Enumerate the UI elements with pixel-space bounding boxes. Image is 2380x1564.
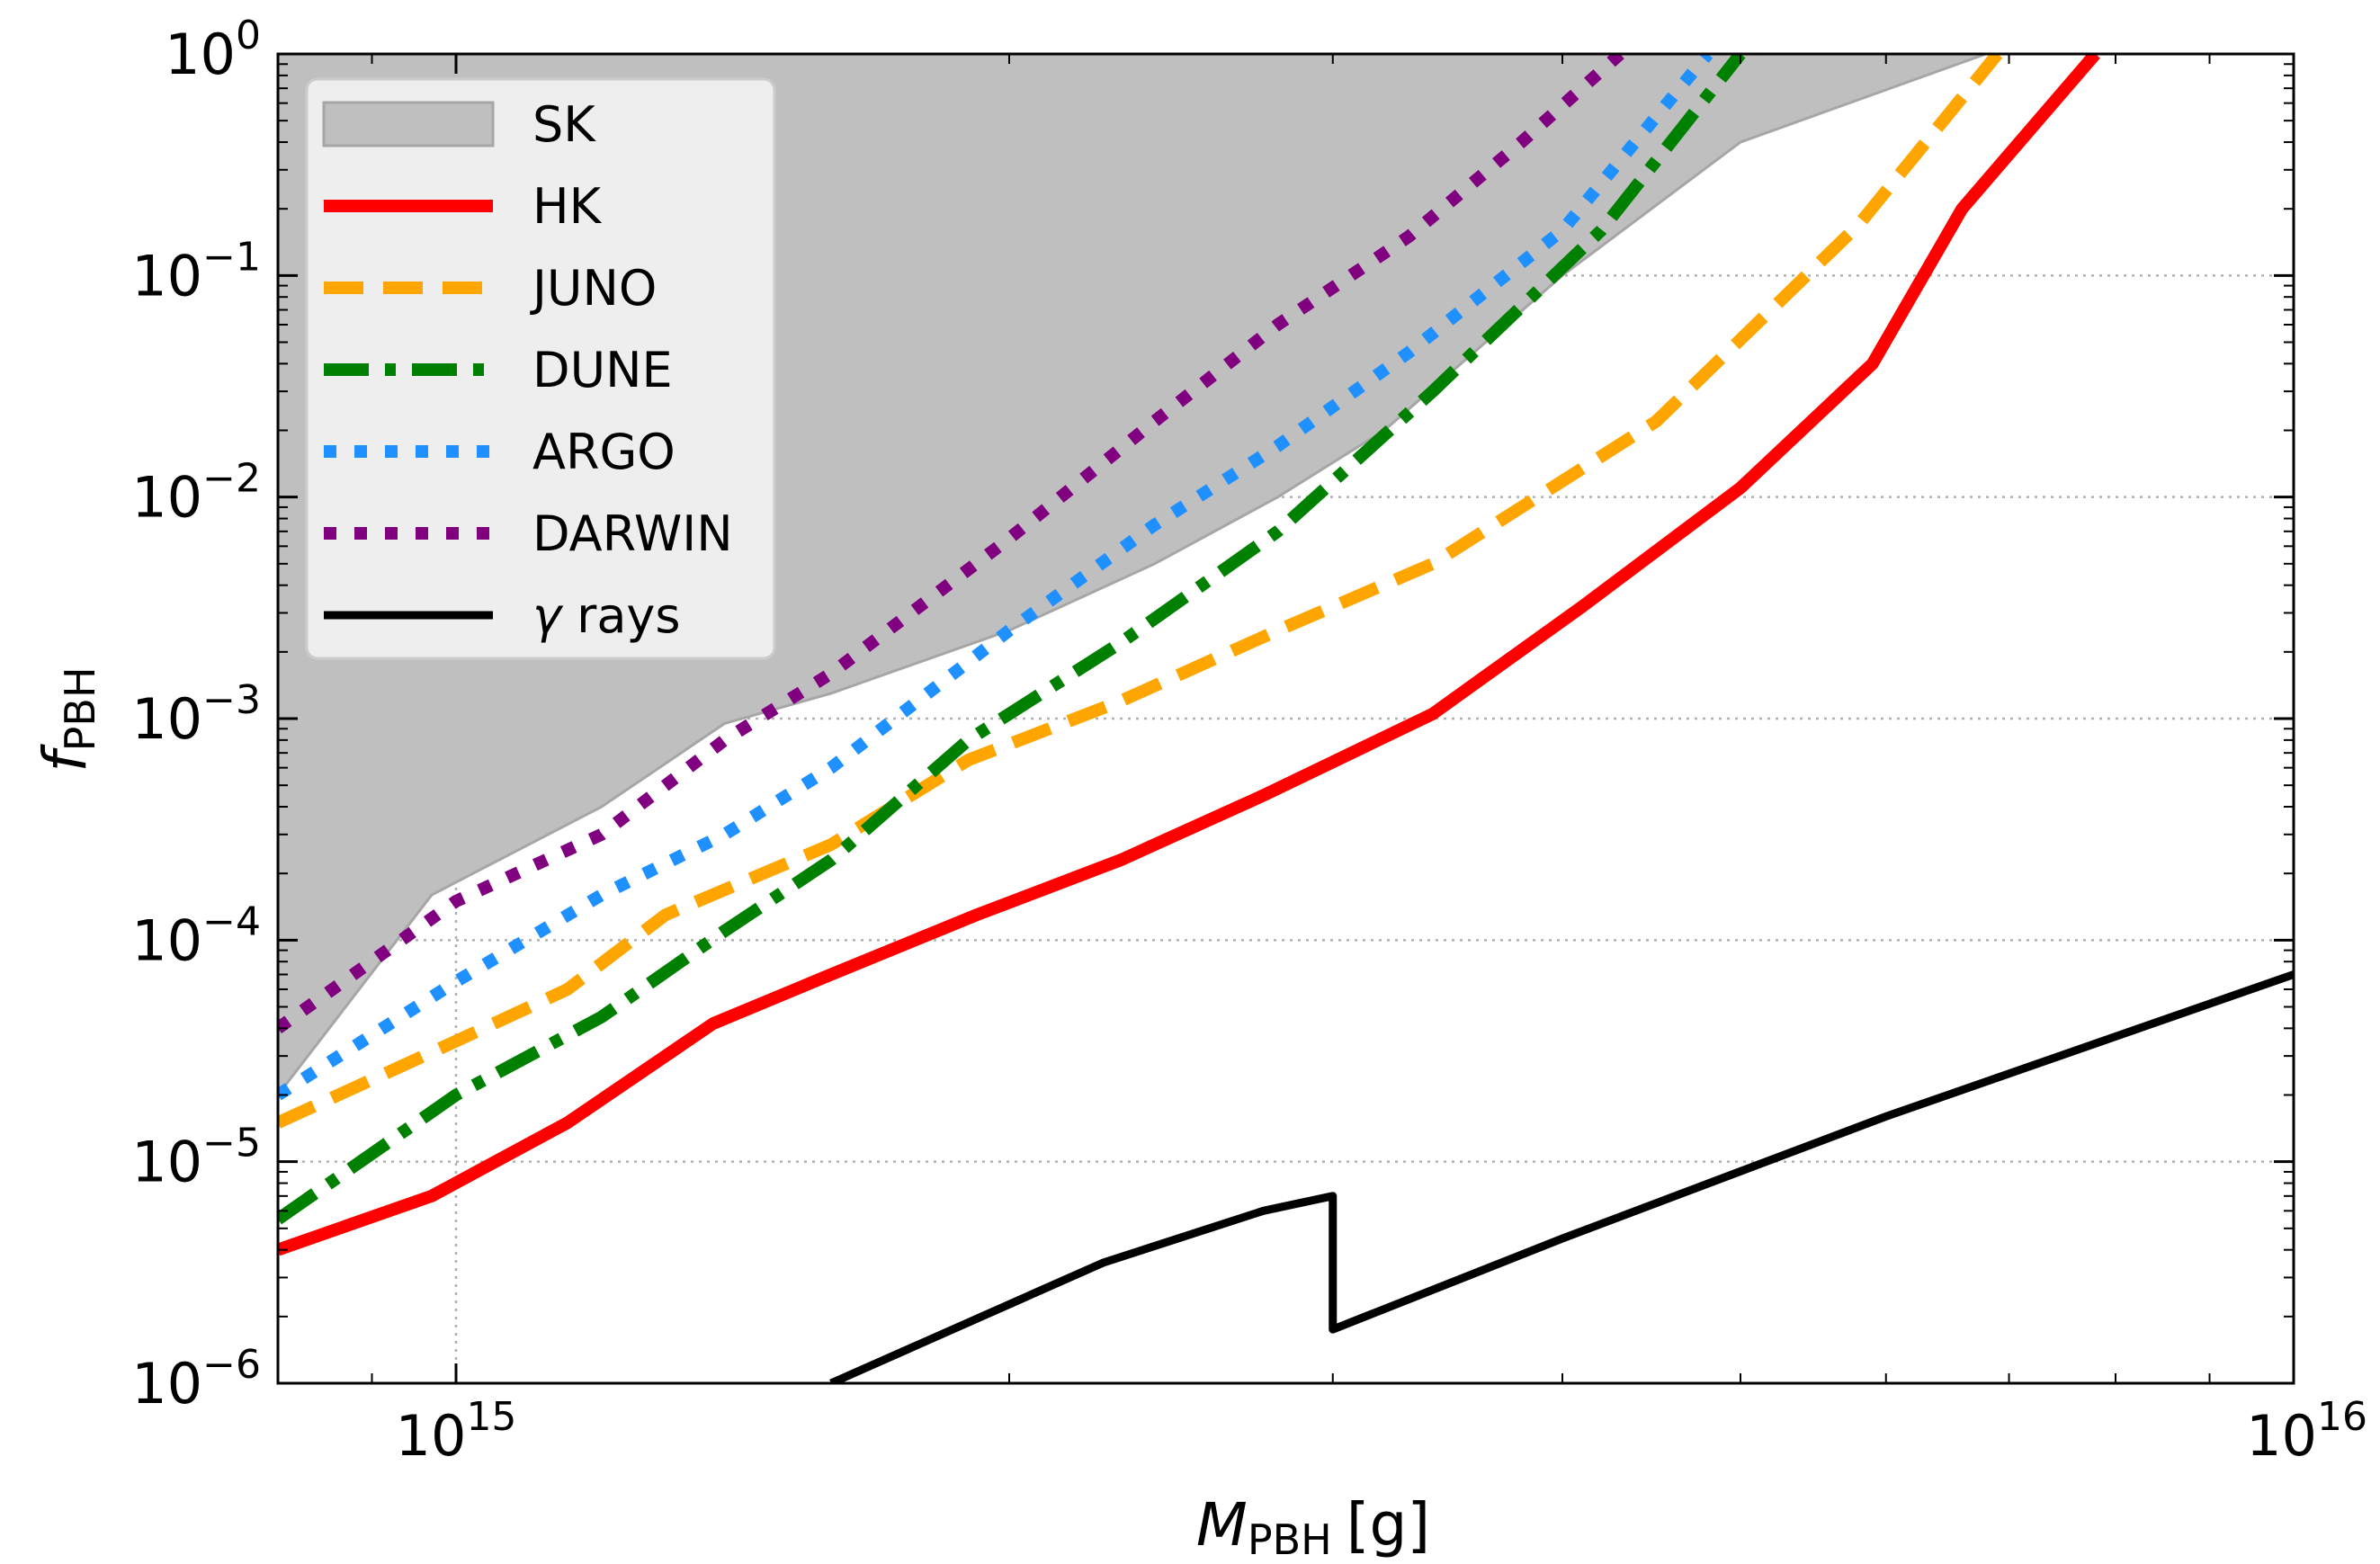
series-rays-line: [829, 970, 2294, 1383]
y-tick-label-1: 10−1: [131, 234, 261, 308]
legend-swatch-sk: [322, 101, 495, 147]
legend-label-dune: DUNE: [532, 342, 673, 398]
series-sk-edge: [278, 54, 1987, 1096]
y-tick-label-0: 100: [165, 13, 261, 87]
series-hk-line: [278, 54, 2100, 1256]
x-tick-label-0: 1015: [396, 1394, 517, 1469]
legend-label-hk: HK: [532, 178, 603, 235]
y-tick-label-4: 10−4: [131, 898, 261, 973]
series-argo-line: [278, 54, 1713, 1101]
y-tick-label-3: 10−3: [131, 677, 261, 752]
y-tick-label-2: 10−2: [131, 456, 261, 531]
legend: SK HK JUNO DUNE ARGO DARWIN γ rays: [305, 77, 776, 660]
series-dune-line: [278, 54, 1746, 1225]
legend-label-rays: γ rays: [532, 587, 681, 644]
tick-labels: 100 10−1 10−2 10−3 10−4 10−5 10−6 1015 1016: [131, 13, 2367, 1469]
ticks: [277, 52, 2295, 1385]
legend-label-argo: ARGO: [532, 424, 676, 480]
legend-label-darwin: DARWIN: [532, 505, 733, 562]
y-tick-label-6: 10−6: [131, 1342, 261, 1417]
y-axis-label: fPBH: [31, 666, 104, 772]
y-tick-label-5: 10−5: [131, 1121, 261, 1195]
x-tick-label-1: 1016: [2246, 1394, 2367, 1469]
x-axis-label: MPBH [g]: [1196, 1490, 1430, 1564]
legend-box: [305, 77, 776, 660]
legend-label-juno: JUNO: [530, 260, 657, 317]
legend-label-sk: SK: [532, 96, 596, 153]
series-juno-line: [278, 54, 2003, 1129]
